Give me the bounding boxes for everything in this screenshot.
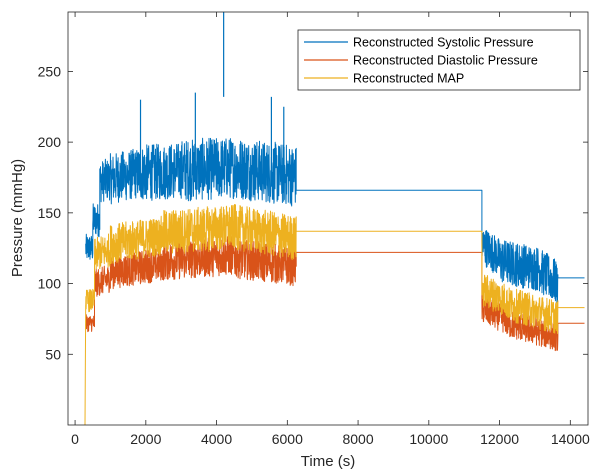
y-axis-label: Pressure (mmHg) (9, 159, 26, 277)
series-layer (84, 12, 585, 425)
y-tick-label-50: 50 (45, 346, 61, 362)
series-line-reconstructed-map (84, 204, 585, 425)
x-tick-label-4000: 4000 (201, 431, 232, 447)
x-tick-label-2000: 2000 (130, 431, 161, 447)
y-tick-label-250: 250 (38, 63, 62, 79)
y-tick-label-100: 100 (38, 276, 62, 292)
y-tick-label-200: 200 (38, 134, 62, 150)
x-tick-label-14000: 14000 (551, 431, 590, 447)
x-tick-label-6000: 6000 (272, 431, 303, 447)
series-line-reconstructed-systolic-pressure (85, 137, 585, 304)
x-tick-label-12000: 12000 (480, 431, 519, 447)
x-tick-label-10000: 10000 (409, 431, 448, 447)
axes-layer: 0 2000 4000 6000 8000 10000 12000 14000 50 100 150… (38, 11, 590, 447)
x-axis-label: Time (s) (301, 453, 355, 470)
axes-box (67, 11, 589, 426)
x-tick-label-0: 0 (71, 431, 79, 447)
legend-label-reconstructed-map: Reconstructed MAP (353, 72, 464, 86)
legend-label-reconstructed-systolic-pressure: Reconstructed Systolic Pressure (353, 36, 534, 50)
y-tick-label-150: 150 (38, 205, 62, 221)
legend-label-reconstructed-diastolic-pressure: Reconstructed Diastolic Pressure (353, 54, 538, 68)
series-line-reconstructed-diastolic-pressure (85, 235, 585, 352)
legend: Reconstructed Systolic Pressure Reconstru… (297, 29, 581, 91)
x-tick-label-8000: 8000 (342, 431, 373, 447)
